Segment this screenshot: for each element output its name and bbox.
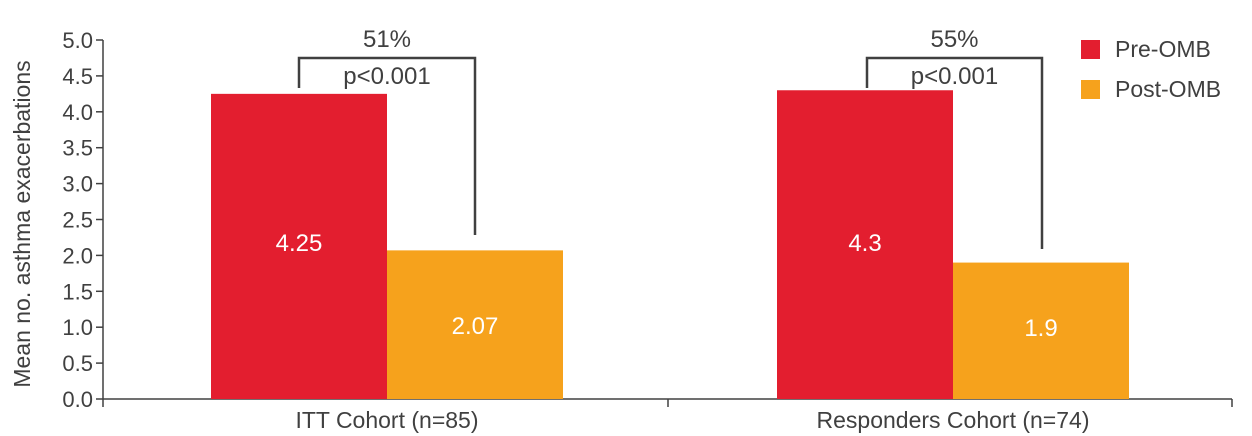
y-tick-label: 5.0 — [62, 28, 93, 53]
significance-bracket — [865, 56, 1044, 249]
x-category-label: Responders Cohort (n=74) — [817, 407, 1090, 433]
bar-pre-omb — [777, 90, 953, 399]
legend-label: Post-OMB — [1115, 76, 1221, 102]
y-tick-label: 1.5 — [62, 279, 93, 304]
p-value: p<0.001 — [343, 63, 430, 90]
y-tick-label: 2.5 — [62, 208, 93, 233]
y-axis-title: Mean no. asthma exacerbations — [9, 60, 35, 387]
legend: Pre-OMB Post-OMB — [1081, 36, 1221, 102]
bar-value-label: 4.3 — [848, 230, 881, 257]
bar-post-omb — [387, 250, 563, 399]
y-tick-label: 0.5 — [62, 351, 93, 376]
reduction-percent: 55% — [930, 26, 978, 53]
y-axis: 0.0 0.5 1.0 1.5 2.0 2.5 3.0 3.5 4.0 4.5 5.0 — [62, 28, 104, 412]
y-tick-label: 1.0 — [62, 315, 93, 340]
bar-value-label: 4.25 — [276, 230, 323, 257]
bar-pre-omb — [211, 93, 387, 399]
y-tick-label: 3.5 — [62, 136, 93, 161]
reduction-percent: 51% — [363, 26, 411, 53]
p-value: p<0.001 — [911, 63, 998, 90]
legend-swatch — [1081, 40, 1100, 59]
bars: 4.25 2.07 4.3 1.9 — [211, 90, 1129, 399]
legend-label: Pre-OMB — [1115, 36, 1211, 62]
significance-bracket — [297, 56, 477, 235]
y-tick-label: 4.5 — [62, 64, 93, 89]
y-tick-label: 4.0 — [62, 100, 93, 125]
y-tick-label: 0.0 — [62, 387, 93, 412]
annotations: 51% p<0.001 55% p<0.001 — [297, 26, 1044, 249]
y-tick-label: 2.0 — [62, 243, 93, 268]
bar-value-label: 1.9 — [1024, 315, 1057, 342]
legend-swatch — [1081, 80, 1100, 99]
x-category-label: ITT Cohort (n=85) — [295, 407, 478, 433]
y-tick-label: 3.0 — [62, 172, 93, 197]
bar-value-label: 2.07 — [452, 313, 499, 340]
x-axis: ITT Cohort (n=85) Responders Cohort (n=74… — [102, 398, 1233, 433]
bar-post-omb — [953, 262, 1129, 399]
